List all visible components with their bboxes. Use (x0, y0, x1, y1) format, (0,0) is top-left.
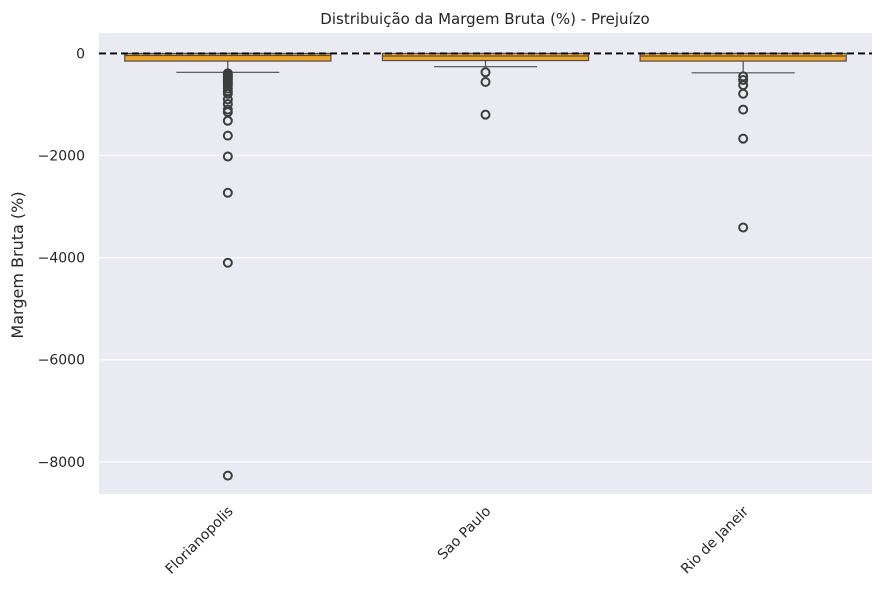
plot-layer: 0 −2000 −4000 −6000 −8000 Florianopolis Sao Pa… (38, 33, 872, 578)
outlier-point (738, 74, 749, 85)
outlier-point (480, 77, 491, 88)
y-tick-label: −6000 (38, 353, 85, 369)
outlier-point (222, 257, 233, 268)
x-tick-label: Rio de Janeir (678, 503, 752, 577)
outlier-point (222, 130, 233, 141)
outlier-point (480, 67, 491, 78)
y-axis-label: Margem Bruta (%) (8, 191, 27, 338)
plot-background (99, 33, 872, 494)
outlier-point (738, 88, 749, 99)
y-tick-label: −4000 (38, 251, 85, 267)
outlier-point (222, 115, 233, 126)
outlier-point (738, 104, 749, 115)
y-tick-label: 0 (76, 46, 85, 62)
outlier-point (222, 88, 233, 99)
outlier-point (222, 187, 233, 198)
box-body (124, 52, 332, 62)
outlier-point (738, 133, 749, 144)
outlier-point (738, 222, 749, 233)
outlier-point (222, 94, 233, 105)
y-tick-label: −2000 (38, 149, 85, 165)
outlier-point (480, 109, 491, 120)
box-body (639, 52, 847, 62)
chart-title: Distribuição da Margem Bruta (%) - Preju… (320, 10, 649, 28)
outlier-point (222, 470, 233, 481)
x-tick-label: Sao Paulo (435, 504, 495, 564)
box-body (381, 52, 590, 62)
y-tick-label: −8000 (38, 455, 85, 471)
outlier-point (222, 151, 233, 162)
x-tick-label: Florianopolis (163, 504, 237, 578)
